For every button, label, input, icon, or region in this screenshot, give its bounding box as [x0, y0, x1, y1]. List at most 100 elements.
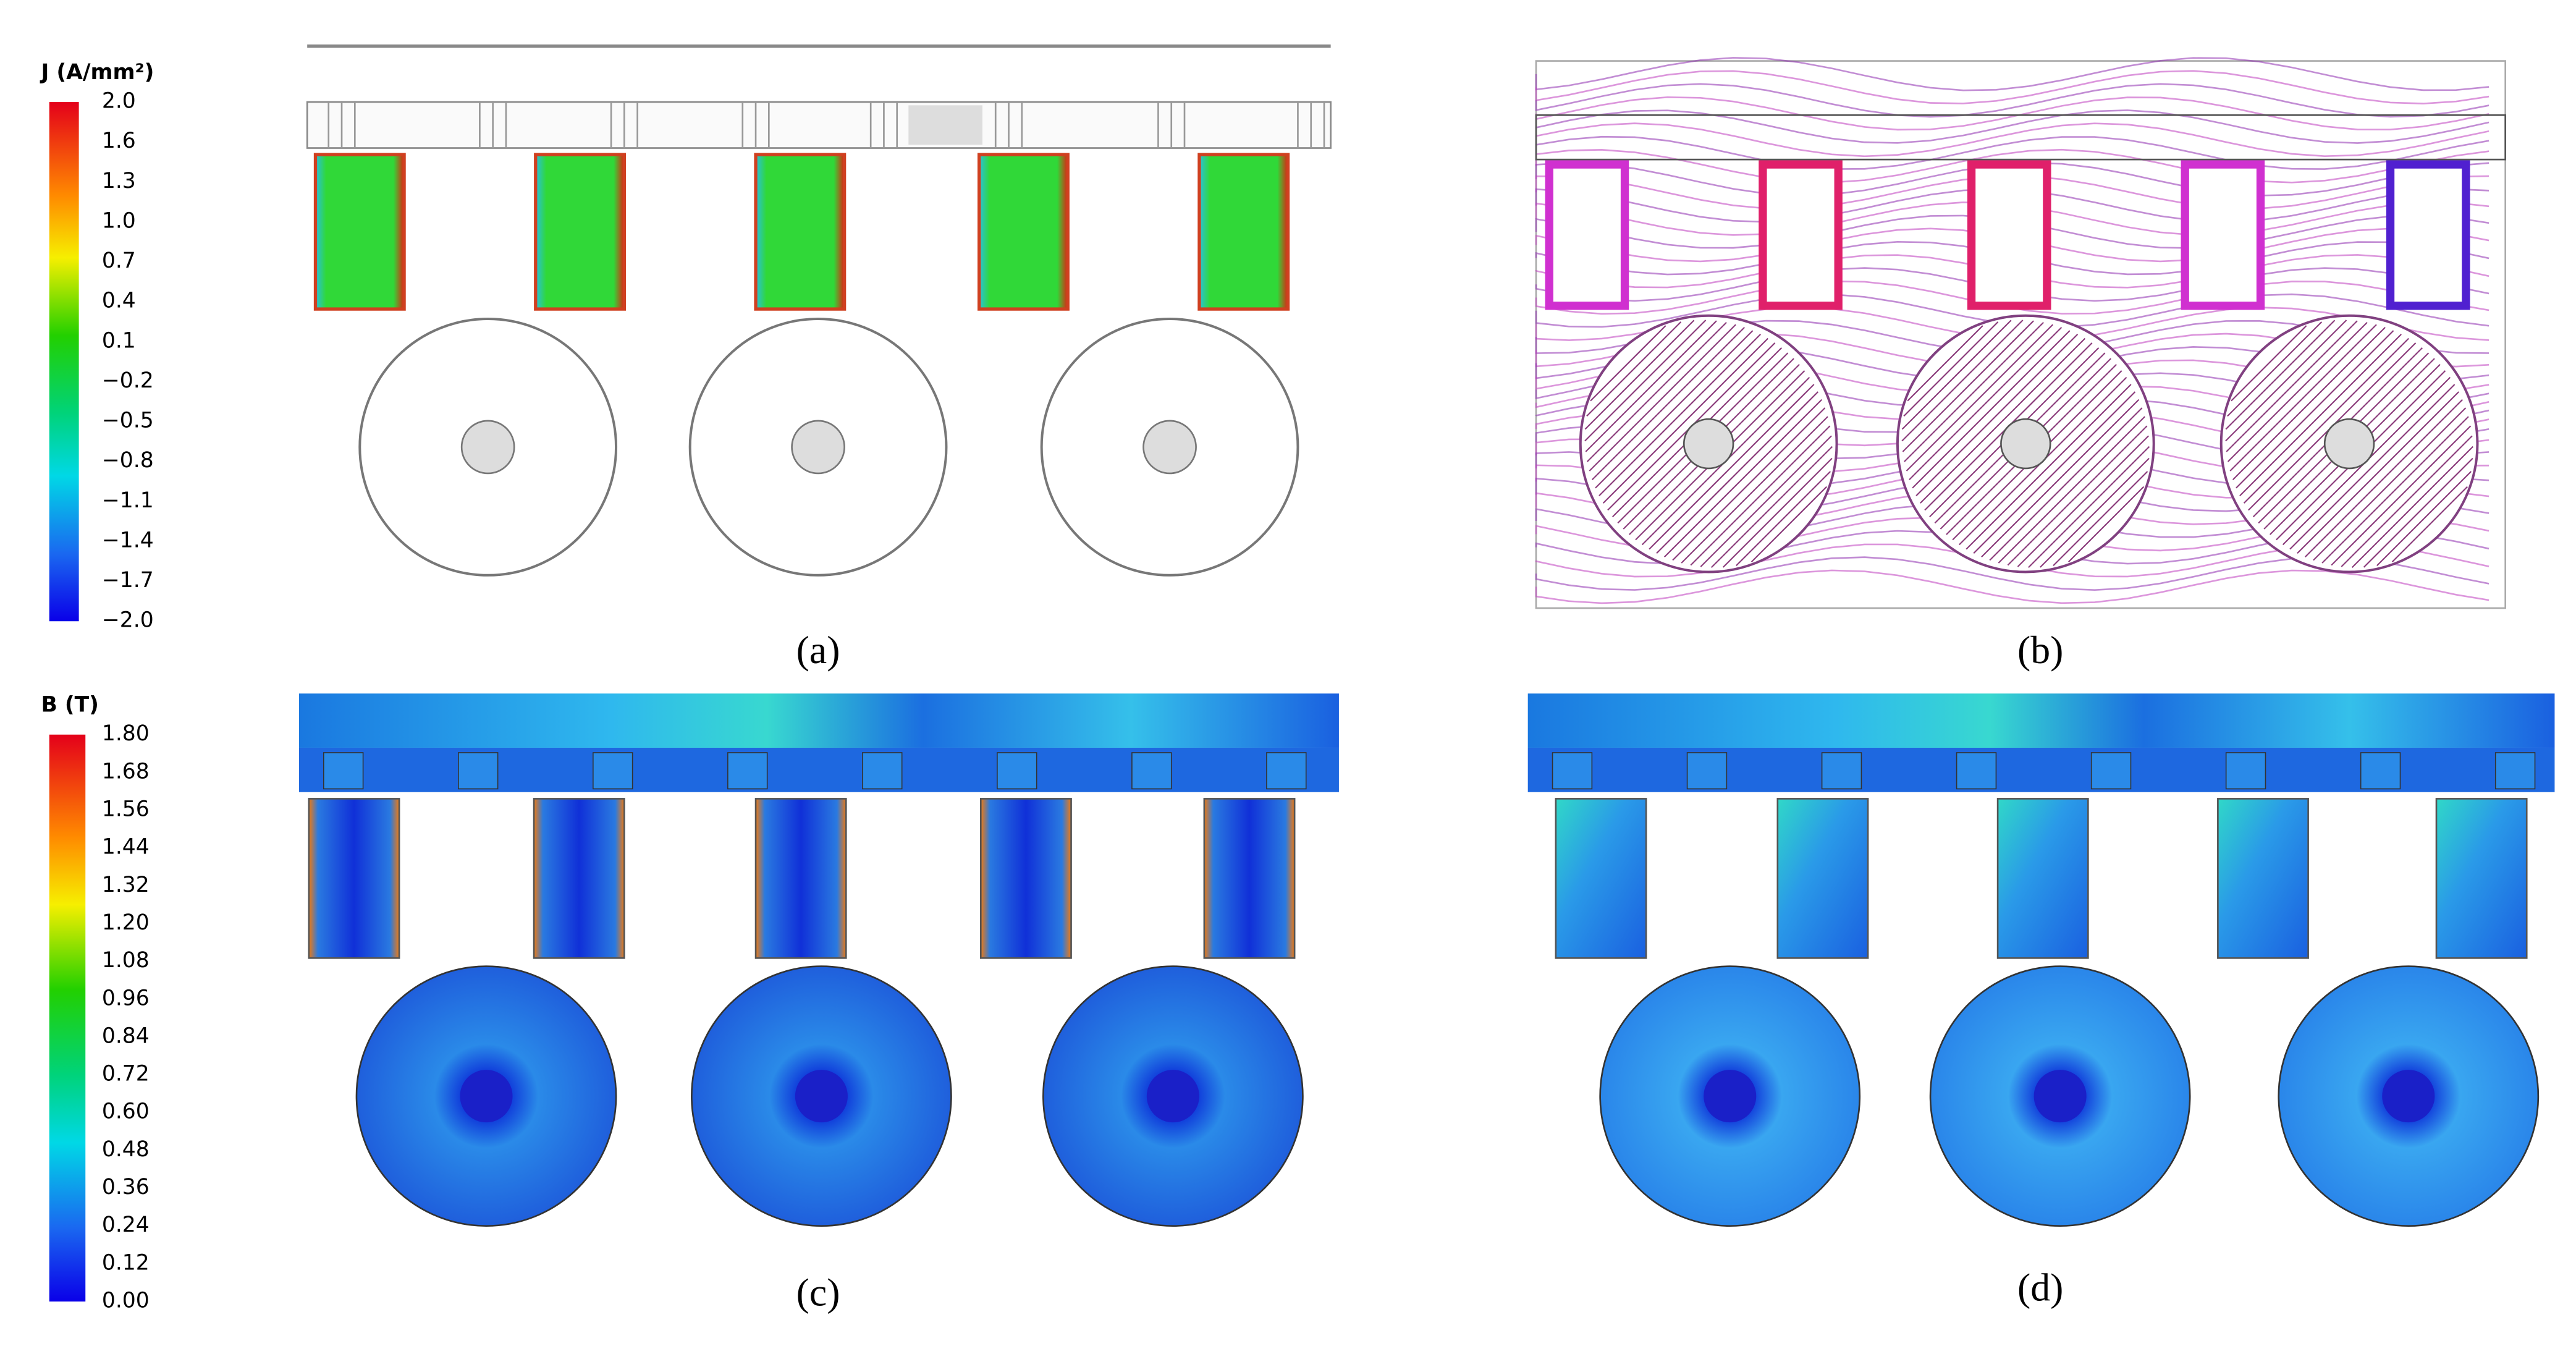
colorbar-tick-label: 0.12: [102, 1250, 150, 1275]
slot-field: [298, 747, 1339, 792]
shaft: [2033, 1070, 2087, 1123]
flux-line: [1585, 320, 1717, 452]
coil: [1203, 798, 1296, 959]
flux-line: [2007, 425, 2148, 566]
colorbar-tick-label: 1.68: [102, 759, 150, 784]
flux-line: [1750, 486, 1828, 562]
flux-line: [2225, 320, 2347, 442]
flux-line: [1535, 96, 2489, 131]
slot: [2225, 752, 2266, 790]
slot: [1821, 752, 1862, 790]
shaft: [1704, 1070, 1757, 1123]
flux-line: [1722, 457, 1833, 568]
flux-line: [2313, 407, 2467, 561]
flux-line: [2304, 399, 2463, 557]
colorbar-tick-label: −2.0: [102, 608, 154, 633]
coil: [979, 798, 1072, 959]
slot: [2360, 752, 2401, 790]
coil: [1759, 160, 1843, 310]
flux-line: [1981, 399, 2140, 557]
colorbar-tick-label: 0.60: [102, 1099, 150, 1124]
shaft: [460, 420, 515, 475]
flux-line: [2067, 486, 2145, 562]
shaft: [1142, 420, 1197, 475]
flux-line: [1901, 320, 2012, 430]
flux-line: [1663, 399, 1823, 557]
colorbar-tick-label: 2.0: [102, 89, 136, 114]
shaft: [791, 420, 845, 475]
colorbar-tick-label: 0.4: [102, 289, 136, 313]
flux-line: [1966, 384, 2132, 550]
colorbar-tick-label: 0.1: [102, 328, 136, 353]
flux-line: [2297, 391, 2460, 554]
flux-line: [2289, 384, 2456, 550]
shaft: [2323, 418, 2375, 470]
coil: [2435, 798, 2528, 959]
colorbar-tick-label: 1.80: [102, 721, 150, 746]
colorbar-tick-label: −1.1: [102, 488, 154, 513]
slot: [593, 752, 633, 790]
flux-line: [1602, 337, 1768, 504]
flux-line: [2243, 337, 2409, 504]
slot: [1131, 752, 1172, 790]
flux-line: [1681, 416, 1828, 564]
flux-line: [2236, 330, 2394, 489]
flux-line: [1903, 321, 1999, 417]
coil: [308, 798, 400, 959]
flux-line: [1592, 326, 1746, 480]
colorbar-tick-label: 0.24: [102, 1213, 150, 1237]
flux-line: [2017, 435, 2149, 567]
yoke-field: [298, 693, 1339, 748]
colorbar-tick-label: −0.2: [102, 368, 154, 393]
flux-line: [1901, 320, 2024, 442]
flux-line: [1584, 320, 1707, 442]
slot-strip: [306, 101, 1332, 149]
colorbar-tick-label: 1.32: [102, 873, 150, 897]
flux-line: [2331, 425, 2472, 566]
flux-line: [1973, 391, 2136, 554]
colorbar-title: J (A/mm²): [40, 60, 154, 85]
shaft: [795, 1070, 848, 1123]
slot: [997, 752, 1037, 790]
flux-line: [1700, 435, 1832, 567]
colorbar-tick-label: 1.6: [102, 129, 136, 153]
flux-line: [2028, 446, 2150, 569]
shaft: [2382, 1070, 2435, 1123]
slot: [1956, 752, 1997, 790]
flux-line: [1909, 326, 2063, 480]
colorbar: [49, 102, 79, 622]
coil: [1996, 798, 2089, 959]
coil: [533, 798, 625, 959]
colorbar-tick-label: 0.00: [102, 1288, 150, 1313]
panel-label: (c): [796, 1271, 840, 1314]
flux-line: [2376, 471, 2472, 567]
panel-label: (a): [796, 628, 840, 672]
slot: [727, 752, 768, 790]
shaft: [1146, 1070, 1199, 1123]
flux-line: [1907, 325, 1983, 402]
coil: [1967, 160, 2051, 310]
flux-line: [1998, 416, 2145, 564]
colorbar-tick-label: 0.7: [102, 248, 136, 273]
flux-line: [1535, 148, 2489, 184]
flux-line: [1535, 109, 2489, 144]
shaft: [1683, 418, 1734, 470]
flux-line: [1989, 407, 2143, 561]
flux-line: [2351, 446, 2473, 569]
slot: [2090, 752, 2132, 790]
flux-line: [2227, 321, 2323, 417]
flux-line: [2227, 321, 2368, 462]
colorbar-tick-label: 1.20: [102, 910, 150, 935]
panel-label: (b): [2017, 628, 2063, 672]
slot: [2494, 752, 2536, 790]
colorbar-tick-label: 0.36: [102, 1175, 150, 1200]
flux-line: [1912, 330, 2071, 489]
slot: [862, 752, 903, 790]
flux-line: [1535, 57, 2489, 91]
colorbar-tick-label: −0.8: [102, 448, 154, 473]
yoke-field: [1527, 693, 2555, 748]
colorbar-tick-label: 1.3: [102, 169, 136, 193]
coil: [534, 153, 627, 311]
flux-line: [1904, 321, 2044, 462]
